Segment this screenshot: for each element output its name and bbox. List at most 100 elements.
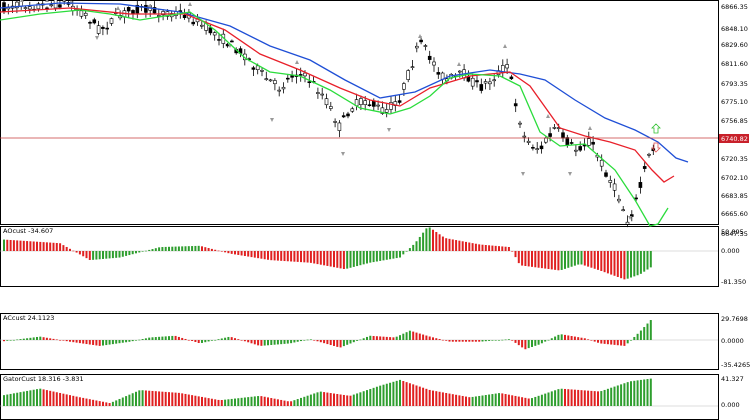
price-tick: 6775.10 (721, 98, 748, 106)
gator-bar (415, 385, 418, 406)
ao-bar (554, 251, 557, 270)
ao-bar (570, 251, 573, 267)
candle-body (303, 72, 307, 77)
gator-bar (224, 399, 227, 406)
ac-bar (276, 340, 279, 345)
candle-body (389, 102, 393, 110)
ac-bar (32, 337, 35, 340)
ao-bar (59, 243, 62, 251)
ao-bar (432, 229, 434, 251)
ac-bar (141, 339, 144, 340)
ac-bar (557, 334, 560, 340)
gator-bar (240, 397, 243, 406)
ao-bar (6, 239, 9, 251)
candle-body (638, 182, 643, 188)
ac-bar (207, 340, 210, 342)
ao-bar (191, 246, 194, 251)
ao-bar (471, 243, 474, 251)
gator-bar (408, 383, 411, 406)
gator-bar (303, 396, 306, 406)
gator-bar (214, 399, 217, 406)
candle-body (307, 81, 312, 84)
candle-body (402, 83, 406, 90)
ao-bar (590, 251, 593, 268)
ao-bar (111, 251, 114, 259)
ao-bar (303, 251, 306, 263)
ao-bar (633, 251, 636, 277)
ac-bar (151, 337, 154, 340)
ac-panel-frame (0, 313, 719, 370)
ac-bar (22, 338, 25, 340)
ac-bar (639, 330, 642, 340)
candle-body (290, 75, 294, 78)
gator-bar (131, 393, 134, 406)
gator-bar (296, 399, 299, 406)
ac-bar (362, 338, 365, 340)
gator-bar (253, 396, 256, 406)
ao-bar (82, 251, 85, 257)
ac-bar (148, 337, 151, 340)
gator-bar (171, 392, 174, 406)
candle-body (488, 81, 492, 85)
gator-tick: 0.000 (721, 401, 740, 409)
fractal-marker (20, 0, 24, 2)
ac-bar (49, 338, 52, 340)
price-tick: 6720.35 (721, 155, 748, 163)
candle-body (36, 3, 41, 10)
gator-bar (177, 392, 180, 406)
ao-bar (362, 251, 365, 265)
candle-body (526, 140, 531, 143)
gator-bar (352, 394, 355, 406)
gator-title: GatorCust 18.316 -3.831 (3, 375, 84, 383)
ao-bar (296, 251, 299, 262)
fractal-markers (20, 0, 632, 220)
ao-bar (379, 251, 382, 261)
candle-body (277, 89, 282, 92)
ao-bar (494, 245, 497, 251)
ac-bar (458, 340, 461, 342)
ma-blue-line (0, 2, 689, 163)
ac-bar (405, 332, 408, 340)
ac-bar (359, 339, 362, 341)
gator-bar (392, 381, 395, 406)
ao-bar (234, 251, 236, 255)
ao-bar (392, 251, 395, 259)
gator-bar (263, 396, 266, 406)
ao-bar (564, 251, 566, 269)
gator-tick: 41.327 (721, 375, 744, 383)
ao-bar (537, 251, 540, 268)
ac-bar (580, 337, 583, 340)
ao-bar (273, 251, 276, 261)
ao-bar (105, 251, 108, 259)
ac-bar (131, 340, 134, 342)
candles (2, 0, 656, 228)
ao-bar (174, 246, 177, 251)
gator-bar (187, 394, 190, 406)
gator-bar (267, 397, 269, 406)
gator-bar (105, 402, 108, 406)
ao-bar (290, 251, 293, 262)
ac-bar (161, 336, 164, 340)
ao-bar (135, 251, 137, 254)
ac-bar (158, 336, 161, 340)
ao-bar (451, 239, 454, 251)
candle-body (15, 1, 19, 9)
candle-body (522, 135, 527, 138)
ao-bar (372, 251, 375, 263)
ao-bar (148, 249, 151, 251)
gator-bar (554, 390, 557, 406)
ao-bar (339, 251, 342, 269)
ac-bar (224, 337, 227, 340)
gator-bar (247, 397, 250, 406)
fractal-marker (457, 62, 461, 66)
gator-bar (234, 398, 236, 406)
gator-bar (514, 395, 517, 406)
ac-bar (408, 330, 411, 340)
ac-bar (418, 333, 421, 340)
gator-bar (151, 390, 154, 406)
ac-bar (620, 340, 623, 346)
candle-body (625, 221, 630, 225)
gator-bar (346, 395, 349, 406)
candle-body (535, 148, 540, 150)
ao-bar (639, 251, 642, 274)
